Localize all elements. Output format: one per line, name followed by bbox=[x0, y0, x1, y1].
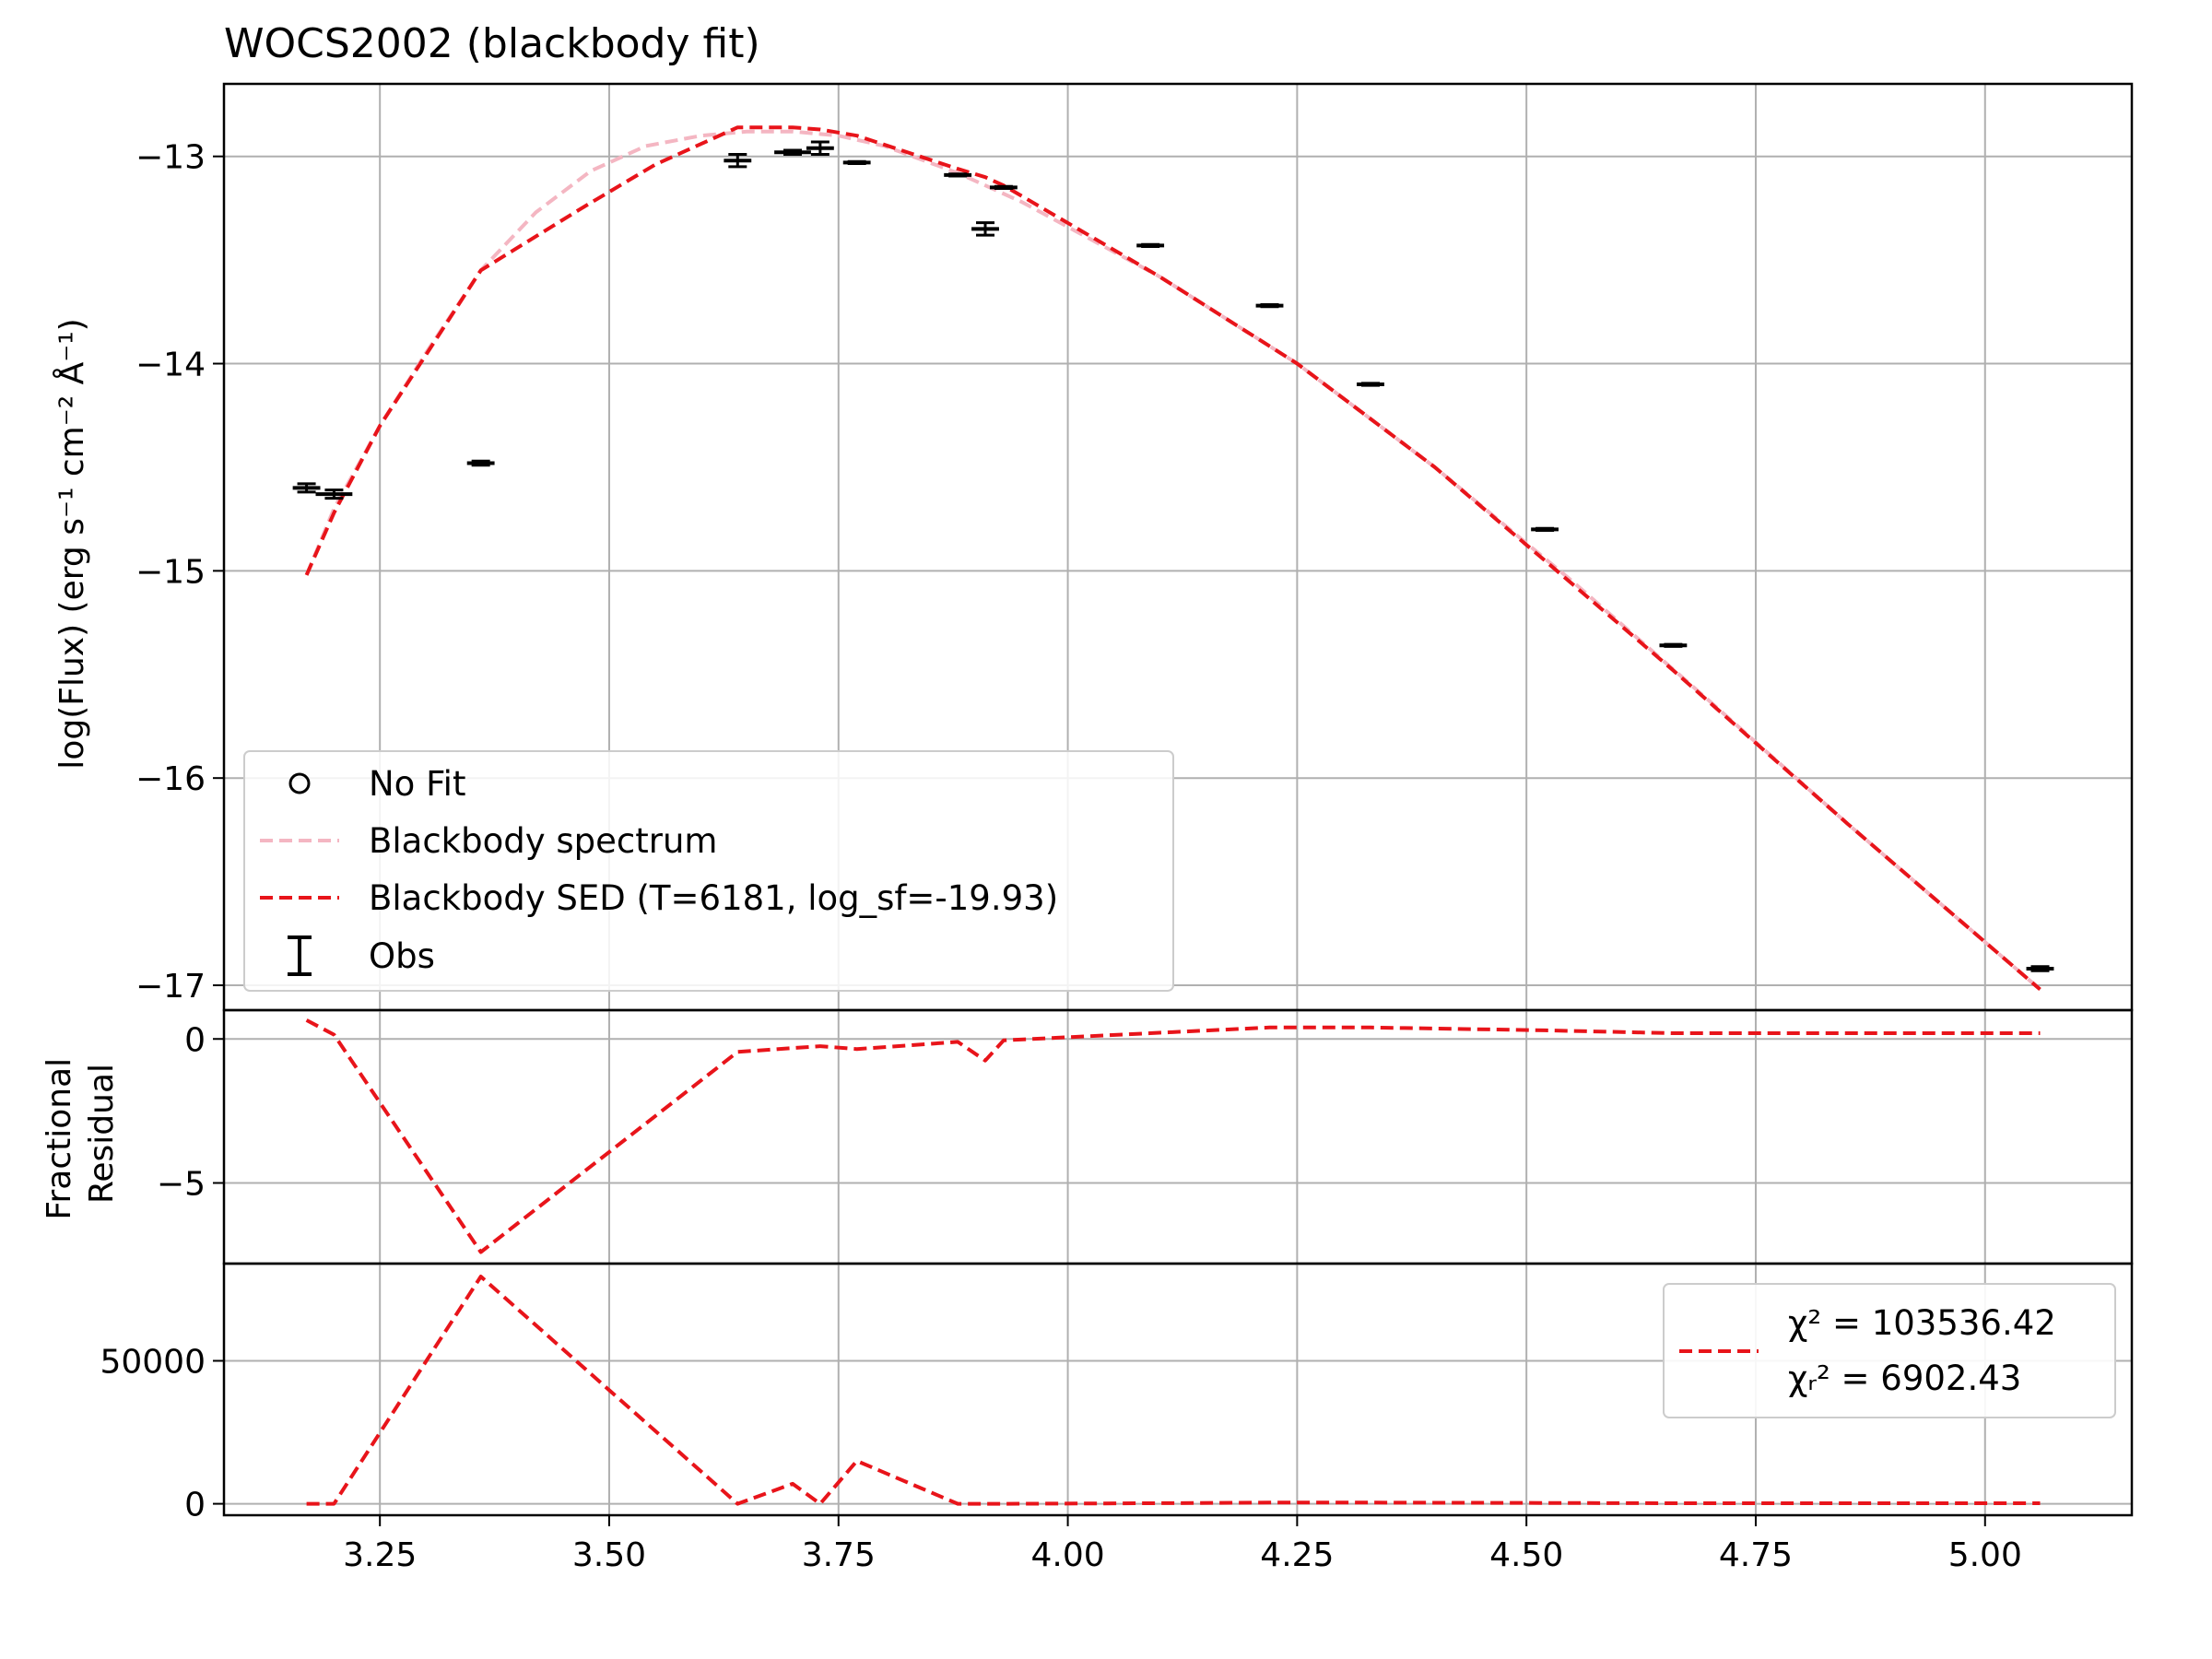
legend-box bbox=[243, 750, 1174, 992]
y-tick-label: 0 bbox=[184, 1487, 206, 1524]
series-line bbox=[304, 125, 2041, 992]
obs-point bbox=[1531, 526, 1559, 533]
sed-panel: −13 −14 −15 −16 −17 No Fit Blackbody spectrum B… bbox=[135, 82, 2134, 1012]
x-tick-label: 4.75 bbox=[1719, 1536, 1793, 1574]
obs-point bbox=[315, 488, 353, 500]
sed-y-axis-label: log(Flux) (erg s⁻¹ cm⁻² Å⁻¹) bbox=[52, 318, 91, 769]
chart-title: WOCS2002 (blackbody fit) bbox=[224, 20, 760, 67]
residual-line bbox=[305, 1018, 2041, 1254]
residual-y-axis-label-line-1: Fractional bbox=[41, 1058, 78, 1220]
chi-squared-label: χ² = 103536.42 bbox=[1788, 1303, 2056, 1343]
panel-frame bbox=[222, 1262, 2134, 1517]
obs-point bbox=[774, 148, 811, 156]
obs-point bbox=[292, 482, 321, 494]
legend-circle-icon bbox=[288, 772, 311, 794]
chi-squared-panel: 0 50000 3.25 3.50 3.75 4.00 4.25 4.50 4.75 5.00 χ²… bbox=[100, 1262, 2134, 1574]
series-group bbox=[305, 1018, 2041, 1254]
legend-label: Blackbody spectrum bbox=[369, 821, 717, 861]
obs-point bbox=[842, 159, 871, 166]
x-tick-label: 3.75 bbox=[802, 1536, 876, 1574]
obs-point bbox=[944, 172, 972, 178]
y-tick-label: −13 bbox=[135, 139, 206, 177]
obs-point bbox=[1659, 642, 1688, 648]
obs-point bbox=[806, 140, 834, 156]
residual-line bbox=[306, 1275, 2041, 1506]
y-tick-label: −17 bbox=[135, 968, 206, 1006]
obs-point bbox=[466, 459, 495, 467]
obs-point bbox=[724, 152, 752, 169]
legend-label: No Fit bbox=[369, 764, 465, 804]
obs-point bbox=[1255, 302, 1284, 309]
legend-label: Obs bbox=[369, 936, 435, 976]
y-tick-label: −15 bbox=[135, 553, 206, 591]
chi-legend: χ² = 103536.42 χᵣ² = 6902.43 bbox=[1663, 1283, 2116, 1418]
y-tick-label: 50000 bbox=[100, 1343, 206, 1381]
y-tick-label: −14 bbox=[135, 347, 206, 384]
residual-y-axis-label-line-2: Residual bbox=[83, 1064, 121, 1204]
obs-point bbox=[989, 184, 1018, 191]
x-tick-label: 4.00 bbox=[1030, 1536, 1104, 1574]
series-group bbox=[306, 1275, 2041, 1506]
obs-point bbox=[1136, 242, 1165, 248]
legend: No Fit Blackbody spectrum Blackbody SED (T… bbox=[243, 750, 1174, 992]
series-group bbox=[304, 125, 2041, 992]
legend-label: Blackbody SED (T=6181, log_sf=-19.93) bbox=[369, 878, 1058, 918]
x-tick-label: 3.25 bbox=[343, 1536, 417, 1574]
chi-legend-box bbox=[1663, 1283, 2116, 1418]
y-tick-label: 0 bbox=[184, 1021, 206, 1059]
reduced-chi-squared-label: χᵣ² = 6902.43 bbox=[1788, 1359, 2021, 1398]
obs-point bbox=[1357, 382, 1384, 387]
x-tick-label: 5.00 bbox=[1948, 1536, 2022, 1574]
x-tick-label: 3.50 bbox=[572, 1536, 646, 1574]
x-tick-label: 4.50 bbox=[1489, 1536, 1563, 1574]
obs-point bbox=[971, 221, 999, 237]
x-tick-label: 4.25 bbox=[1260, 1536, 1334, 1574]
y-tick-label: −5 bbox=[157, 1166, 206, 1204]
residual-y-axis-label: Fractional Residual bbox=[41, 1047, 121, 1219]
obs-point bbox=[2026, 965, 2054, 972]
y-tick-label: −16 bbox=[135, 760, 206, 798]
